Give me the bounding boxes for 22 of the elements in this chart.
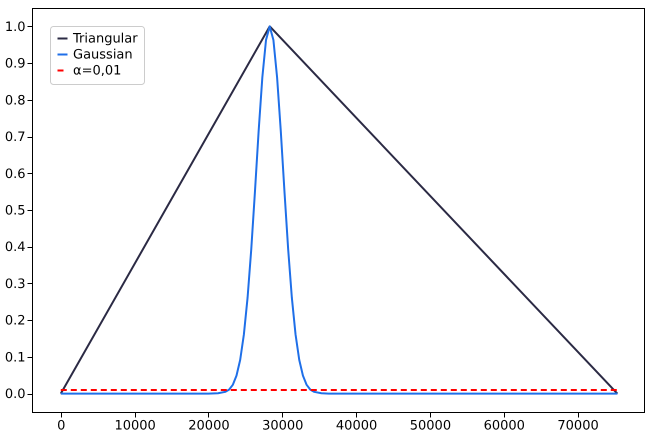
y-tick-label: 0.3: [4, 276, 26, 292]
y-tick-label: 0.7: [4, 130, 26, 146]
legend-label: Triangular: [72, 32, 138, 46]
y-tick-label: 0.1: [4, 350, 26, 366]
x-tick-label: 60000: [484, 418, 525, 434]
x-tick-label: 40000: [336, 418, 378, 434]
y-tick-label: 0.5: [4, 204, 26, 218]
x-tick-label: 70000: [557, 418, 599, 434]
x-tick-label: 20000: [188, 418, 230, 434]
y-tick-label: 0.4: [4, 240, 26, 256]
legend-label: Gaussian: [73, 48, 133, 62]
y-tick-label: 0.6: [4, 166, 26, 182]
y-tick-label: 0.0: [4, 387, 26, 402]
x-tick-label: 30000: [262, 418, 304, 434]
y-tick-label: 1.0: [4, 20, 26, 35]
x-tick-label: 0: [57, 418, 66, 434]
y-tick-label: 0.2: [4, 314, 26, 329]
y-tick-label: 0.9: [4, 56, 26, 72]
x-tick-label: 10000: [114, 418, 156, 434]
legend-label: α=0,01: [73, 64, 122, 78]
x-tick-label: 50000: [410, 418, 452, 434]
y-tick-label: 0.8: [4, 93, 26, 108]
